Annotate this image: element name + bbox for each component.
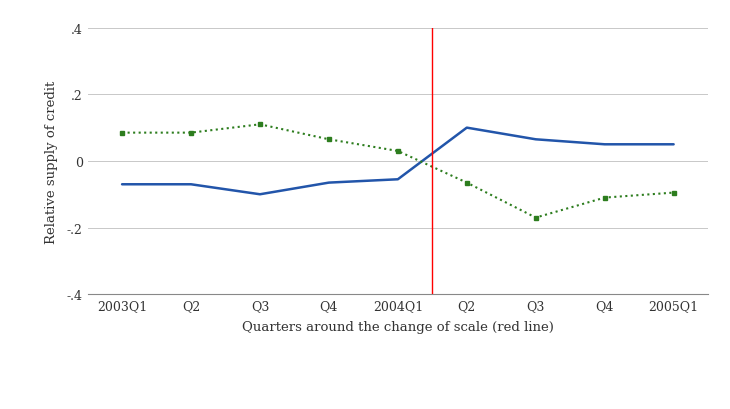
X-axis label: Quarters around the change of scale (red line): Quarters around the change of scale (red… (242, 321, 554, 334)
Y-axis label: Relative supply of credit: Relative supply of credit (45, 80, 58, 243)
